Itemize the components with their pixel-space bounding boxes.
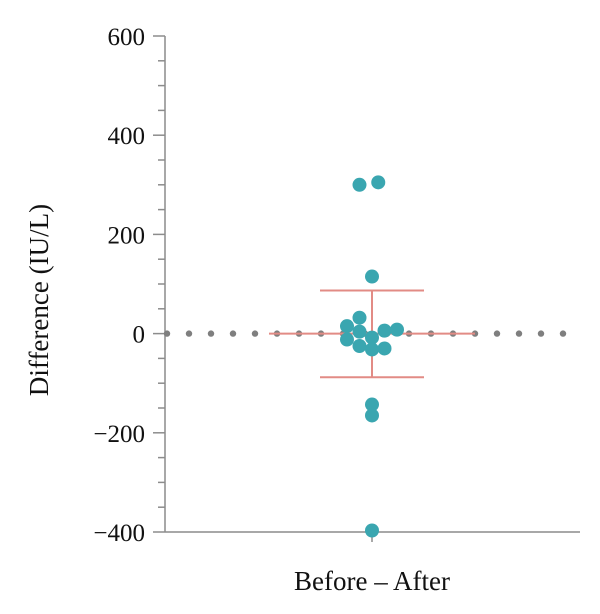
y-axis-title: Difference (IU/L) xyxy=(24,204,54,396)
reference-dot xyxy=(185,330,193,337)
reference-dot xyxy=(207,330,215,337)
data-point xyxy=(365,397,379,412)
reference-dot xyxy=(537,330,545,337)
data-points xyxy=(340,175,404,538)
y-tick-label: 200 xyxy=(108,222,146,249)
y-tick-label: 600 xyxy=(108,24,146,51)
data-point xyxy=(352,339,367,353)
y-tick-label: 0 xyxy=(133,322,146,349)
reference-dot xyxy=(559,330,567,337)
data-point xyxy=(352,324,367,339)
data-point xyxy=(352,177,367,192)
y-axis: 600 400 200 0 −200 −400 xyxy=(93,24,166,547)
data-point xyxy=(365,523,379,538)
data-point xyxy=(365,330,379,345)
data-point xyxy=(371,175,386,190)
data-point xyxy=(377,341,392,356)
data-point xyxy=(340,332,354,347)
reference-dot xyxy=(229,330,237,337)
data-point xyxy=(340,319,354,334)
data-point xyxy=(365,342,379,357)
reference-dot xyxy=(251,330,259,337)
y-tick-label: −200 xyxy=(93,421,145,448)
data-point xyxy=(352,310,367,325)
data-point xyxy=(365,408,379,423)
reference-dot xyxy=(493,330,501,337)
reference-dot xyxy=(163,330,171,337)
data-point xyxy=(390,322,404,337)
x-axis-title: Before – After xyxy=(294,566,450,596)
data-point xyxy=(377,323,392,338)
y-tick-label: −400 xyxy=(93,520,145,547)
data-point xyxy=(365,269,379,284)
y-tick-label: 400 xyxy=(108,123,146,150)
reference-dot xyxy=(515,330,523,337)
